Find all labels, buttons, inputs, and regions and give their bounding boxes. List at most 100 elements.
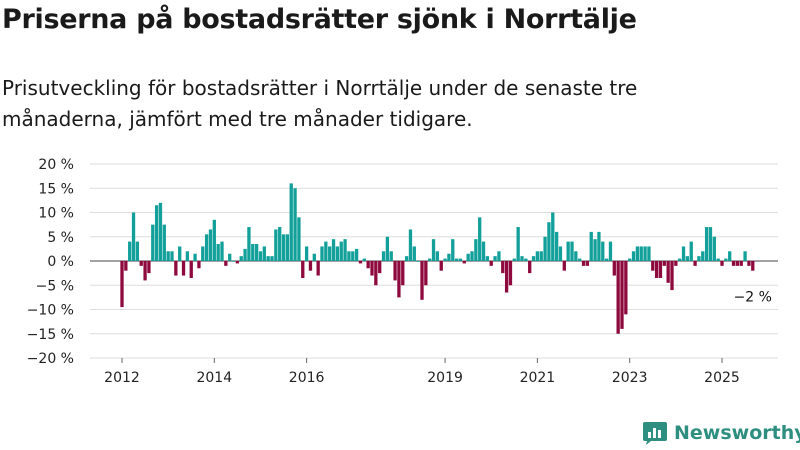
bar <box>681 246 686 261</box>
bar <box>516 227 520 261</box>
chart-y-axis: 20 % 15 % 10 % 5 % 0 % −5 % −10 % −15 % −20 % <box>27 157 74 367</box>
bar <box>693 261 697 266</box>
bar <box>585 261 590 266</box>
bar <box>597 231 601 261</box>
bar <box>258 251 263 261</box>
page-title: Priserna på bostadsrätter sjönk i Norrtä… <box>2 4 637 35</box>
bar <box>651 261 655 271</box>
bar <box>470 251 474 261</box>
bar <box>393 261 397 281</box>
bar <box>251 244 255 261</box>
bar <box>447 253 451 261</box>
bar <box>539 251 543 261</box>
chart-bars <box>120 183 755 334</box>
bar <box>728 251 732 261</box>
bar <box>685 256 690 261</box>
bar <box>639 246 643 261</box>
bar <box>239 256 243 261</box>
bar <box>131 212 136 261</box>
bar <box>724 258 728 261</box>
bar <box>558 246 563 261</box>
bar <box>408 229 413 261</box>
bar <box>424 261 428 286</box>
bar <box>508 261 513 286</box>
bar <box>574 251 578 261</box>
bar <box>147 261 151 274</box>
bar <box>154 205 159 261</box>
bar <box>431 239 436 261</box>
bar <box>224 261 228 266</box>
bar <box>354 248 359 262</box>
bar <box>120 261 124 308</box>
bar <box>747 261 751 266</box>
bar <box>620 261 624 329</box>
bar <box>151 224 155 262</box>
bar <box>554 231 559 261</box>
bar <box>674 261 678 266</box>
bar <box>578 258 582 261</box>
bar <box>543 236 547 261</box>
bar <box>135 241 140 261</box>
bar <box>128 241 132 261</box>
bar <box>216 244 220 261</box>
y-tick-label: 10 % <box>38 206 74 222</box>
bar <box>628 258 632 261</box>
bar <box>247 227 251 261</box>
bar <box>297 217 301 261</box>
bar <box>401 261 405 286</box>
bar <box>278 227 282 261</box>
bar <box>601 241 605 261</box>
bar <box>435 251 440 261</box>
bar <box>231 261 236 262</box>
bar <box>512 258 516 261</box>
bar <box>439 261 443 271</box>
bar <box>466 253 470 261</box>
y-tick-label: −10 % <box>27 303 74 319</box>
bar <box>293 188 297 261</box>
bar <box>281 234 286 261</box>
bar <box>316 261 320 276</box>
bar <box>204 234 209 261</box>
bar <box>243 248 247 262</box>
bar <box>312 253 316 261</box>
bar <box>162 224 166 262</box>
bar <box>474 239 478 261</box>
bar <box>720 261 724 266</box>
bar <box>589 231 593 261</box>
x-tick-label: 2021 <box>520 370 556 386</box>
bar <box>185 251 190 261</box>
bar <box>443 258 447 261</box>
bar <box>328 246 332 261</box>
x-tick-label: 2016 <box>289 370 325 386</box>
bar <box>381 251 386 261</box>
x-tick-label: 2023 <box>612 370 648 386</box>
x-tick-label: 2012 <box>104 370 140 386</box>
bar <box>631 251 636 261</box>
bar <box>616 261 620 334</box>
bar <box>289 183 293 261</box>
bar <box>262 246 266 261</box>
bar <box>285 234 290 261</box>
bar <box>385 236 390 261</box>
page-subtitle: Prisutveckling för bostadsrätter i Norrt… <box>2 76 638 131</box>
bar <box>704 227 709 261</box>
bar <box>562 261 566 271</box>
bar <box>320 246 324 261</box>
bar <box>370 261 374 276</box>
bar <box>520 256 524 261</box>
bar <box>462 261 466 264</box>
bar <box>708 227 713 261</box>
y-tick-label: −20 % <box>27 351 74 367</box>
bar <box>739 261 743 266</box>
bar <box>193 253 197 261</box>
bar <box>493 256 497 261</box>
bar <box>428 258 432 261</box>
price-change-bar-chart: 20 % 15 % 10 % 5 % 0 % −5 % −10 % −15 % −20 % 20… <box>27 157 778 386</box>
bar <box>366 261 370 269</box>
bar <box>166 251 170 261</box>
bar <box>362 258 366 261</box>
bar <box>524 258 528 261</box>
bar <box>701 251 705 261</box>
bar <box>485 256 490 261</box>
y-tick-label: 15 % <box>38 181 74 197</box>
